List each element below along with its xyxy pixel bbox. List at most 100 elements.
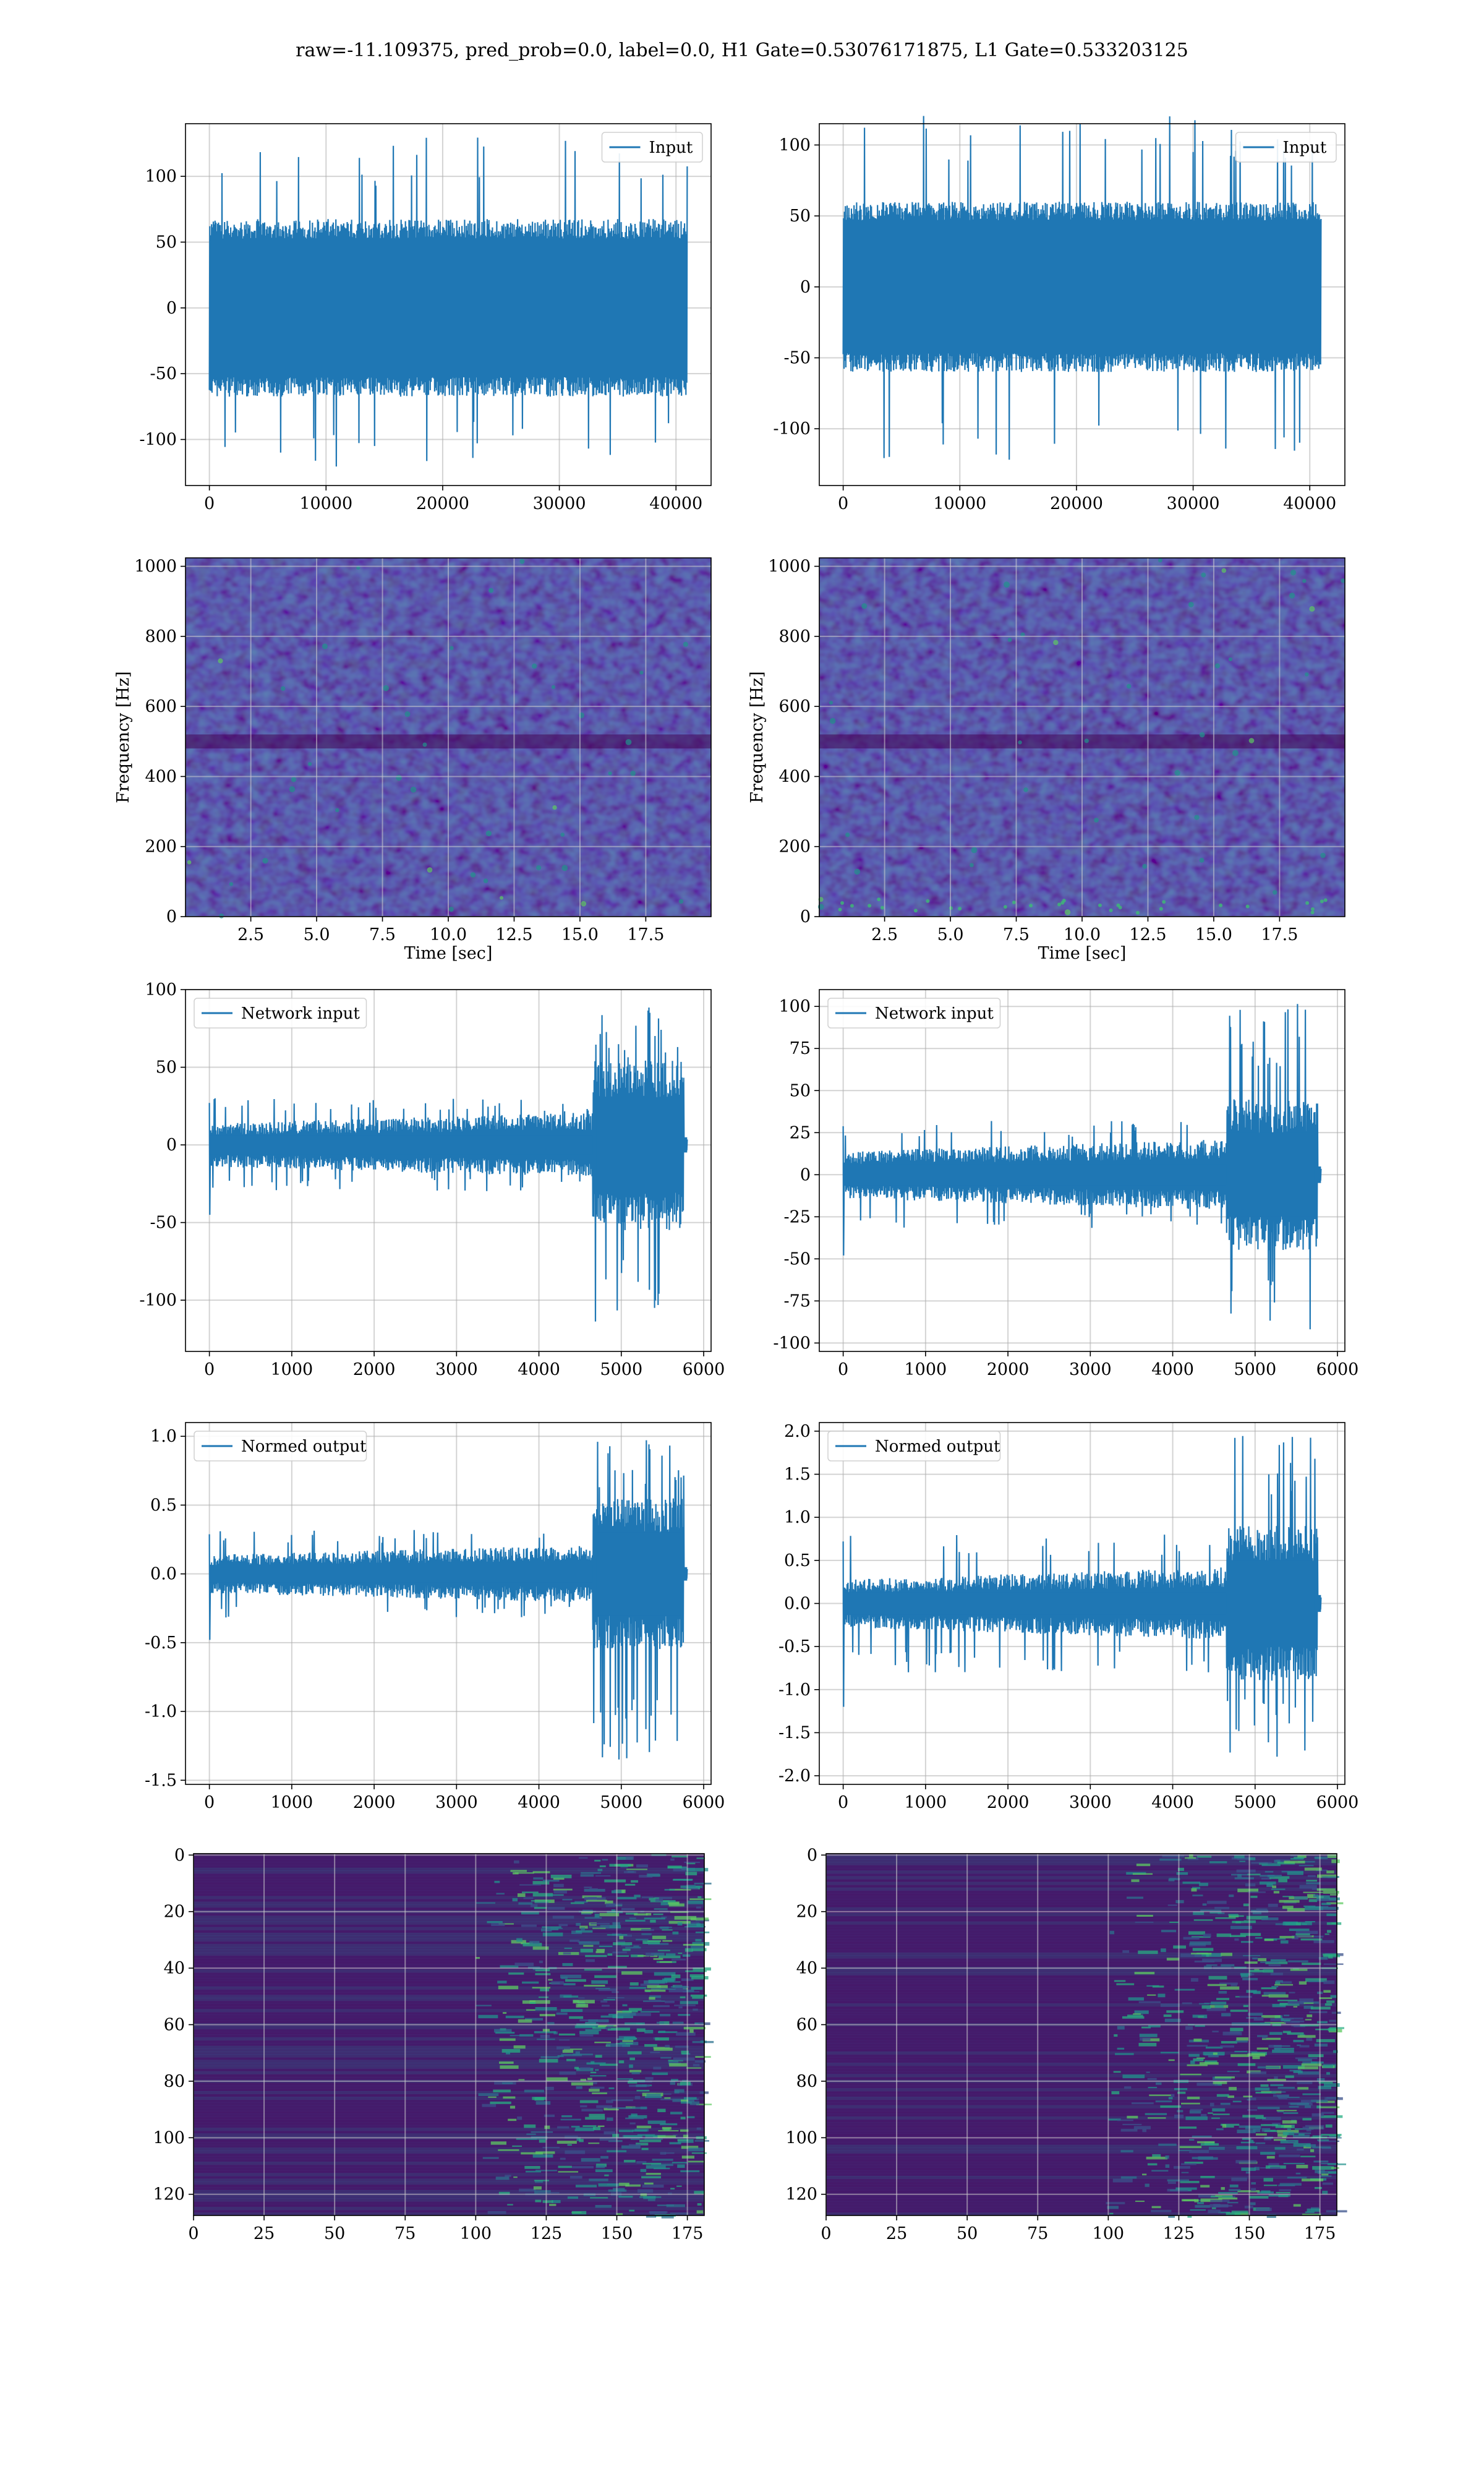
feature-activation [580, 1874, 594, 1877]
feature-activation [1216, 2094, 1229, 2097]
feature-row [826, 1944, 1337, 1948]
feature-activation [1148, 2117, 1166, 2119]
feature-activation [588, 2019, 609, 2022]
feature-row [194, 2113, 704, 2117]
feature-activation [1231, 1873, 1248, 1876]
feature-activation [652, 1935, 667, 1940]
feature-activation [642, 2162, 662, 2165]
feature-activation [639, 2139, 662, 2142]
feature-activation [644, 1917, 665, 1920]
y-axis-label: Frequency [Hz] [114, 671, 133, 803]
feature-activation [1270, 2018, 1292, 2021]
x-tick-label: 75 [394, 2224, 416, 2243]
feature-activation [625, 2184, 641, 2187]
feature-activation [671, 1974, 681, 1979]
feature-activation [639, 2196, 662, 2198]
feature-activation [604, 2174, 609, 2177]
feature-activation [1221, 1953, 1232, 1956]
feature-activation [694, 1882, 712, 1885]
feature-activation [1227, 2070, 1240, 2073]
feature-activation [1136, 1864, 1151, 1867]
feature-activation [1219, 1982, 1238, 1985]
feature-activation [524, 2089, 545, 2093]
feature-activation [1326, 2000, 1335, 2003]
feature-activation [1134, 2010, 1149, 2014]
feature-activation [623, 2135, 642, 2138]
feature-row [194, 2184, 704, 2188]
feature-row [826, 2034, 1337, 2038]
feature-row [826, 1885, 1337, 1888]
feature-row [194, 2018, 704, 2021]
y-tick-label: -0.5 [145, 1633, 177, 1653]
y-tick-label: 100 [785, 2128, 817, 2147]
feature-activation [602, 1859, 608, 1861]
feature-activation [623, 1871, 636, 1873]
feature-row [194, 1915, 704, 1919]
x-axis-label: Time [sec] [1038, 944, 1127, 963]
feature-row [826, 2000, 1337, 2004]
feature-activation [1252, 2056, 1260, 2060]
feature-row [194, 2119, 704, 2123]
feature-activation [1196, 2082, 1218, 2086]
feature-activation [585, 1954, 607, 1958]
feature-activation [595, 2204, 612, 2208]
feature-activation [584, 1917, 602, 1919]
feature-activation [526, 2009, 535, 2011]
feature-activation [1167, 2181, 1176, 2184]
feature-activation [1248, 1891, 1266, 1893]
feature-activation [622, 2004, 628, 2006]
feature-activation [592, 1927, 606, 1929]
y-tick-label: -50 [150, 364, 177, 383]
feature-activation [1200, 2143, 1219, 2146]
feature-activation [1106, 2202, 1125, 2204]
feature-activation [1180, 1953, 1202, 1958]
feature-activation [1181, 2163, 1196, 2165]
feature-activation [578, 1997, 585, 1999]
x-tick-label: 7.5 [369, 925, 396, 944]
series-burst-core [596, 1532, 681, 1616]
feature-activation [1290, 2018, 1303, 2020]
feature-row [194, 2147, 704, 2151]
feature-activation [576, 2086, 582, 2089]
feature-activation [1250, 2188, 1256, 2191]
feature-activation [1323, 2064, 1333, 2068]
feature-activation [612, 2014, 633, 2019]
feature-activation [1189, 2149, 1209, 2153]
x-tick-label: 100 [1093, 2224, 1125, 2243]
feature-row [194, 2063, 704, 2066]
feature-activation [1182, 1881, 1201, 1884]
feature-activation [1276, 2110, 1297, 2112]
feature-activation [685, 1872, 697, 1876]
feature-activation [1193, 1919, 1213, 1921]
feature-activation [534, 1907, 547, 1909]
feature-activation [659, 1910, 668, 1912]
feature-activation [1197, 2202, 1204, 2204]
feature-activation [1218, 2197, 1238, 2200]
feature-activation [1243, 1954, 1261, 1956]
feature-activation [650, 2051, 660, 2053]
feature-activation [1313, 2160, 1329, 2163]
feature-activation [1146, 2071, 1150, 2073]
feature-activation [506, 2051, 511, 2055]
feature-activation [559, 2039, 570, 2041]
spectrogram-speckle [1126, 683, 1132, 689]
feature-activation [1279, 2183, 1302, 2186]
legend-box [601, 132, 703, 163]
feature-row [826, 2054, 1337, 2058]
feature-activation [1282, 2120, 1297, 2124]
feature-activation [1192, 2014, 1208, 2018]
feature-activation [589, 1888, 598, 1890]
feature-row [826, 2018, 1337, 2021]
feature-activation [1227, 2095, 1234, 2098]
feature-activation [580, 2105, 587, 2108]
y-tick-label: 50 [156, 1058, 177, 1077]
feature-activation [647, 1985, 668, 1988]
feature-activation [1324, 2097, 1343, 2100]
feature-activation [686, 1862, 696, 1865]
feature-row [826, 2117, 1337, 2120]
feature-activation [625, 1883, 636, 1886]
feature-activation [1282, 1896, 1294, 1898]
x-tick-label: 2000 [987, 1793, 1030, 1812]
feature-activation [574, 1901, 588, 1903]
feature-activation [556, 2012, 568, 2015]
